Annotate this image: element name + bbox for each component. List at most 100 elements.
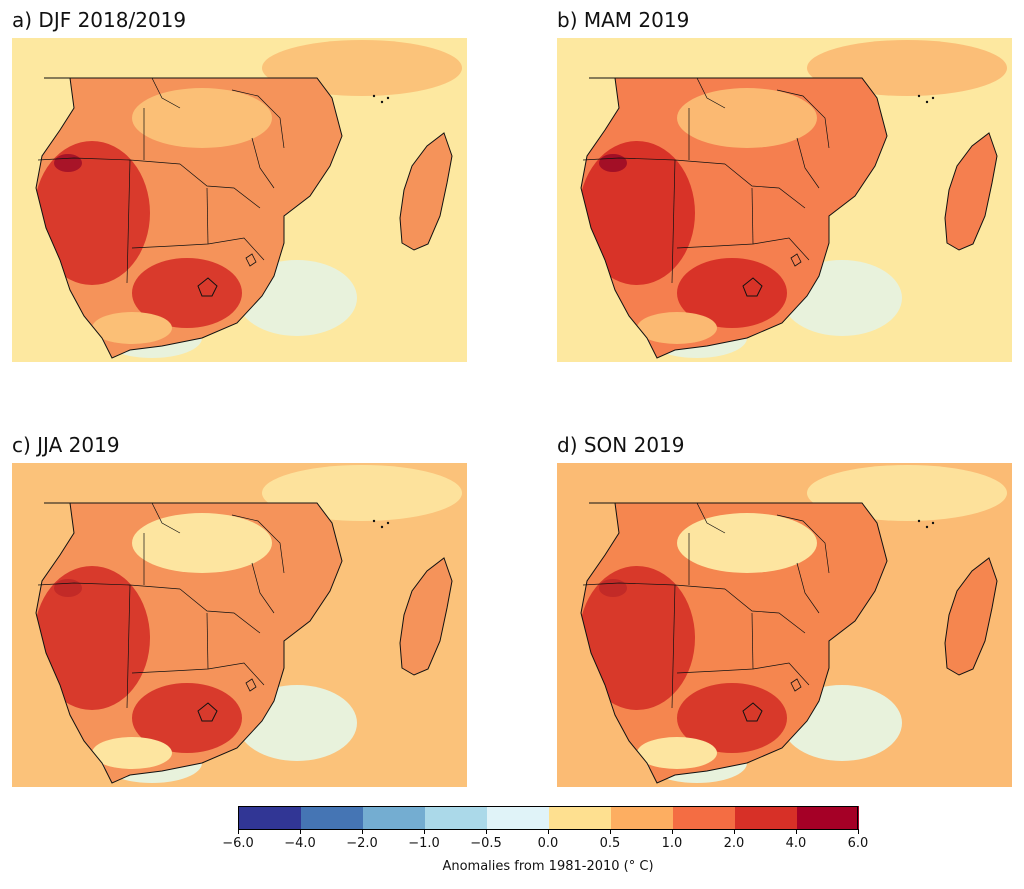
panel-title: a) DJF 2018/2019 bbox=[12, 8, 187, 32]
land-anomaly-patch bbox=[599, 579, 627, 597]
colorbar-segment bbox=[362, 806, 425, 830]
colorbar-tick-label: −0.5 bbox=[470, 836, 502, 851]
land-anomaly-patch bbox=[132, 513, 272, 573]
colorbar-tick bbox=[424, 829, 425, 834]
colorbar-segment bbox=[486, 806, 549, 830]
island bbox=[925, 100, 929, 104]
colorbar-tick bbox=[238, 829, 239, 834]
eswatini-border bbox=[790, 253, 802, 267]
colorbar-tick bbox=[300, 829, 301, 834]
map-jja bbox=[12, 463, 467, 787]
country-border bbox=[582, 157, 726, 165]
land-anomaly-patch bbox=[36, 566, 150, 710]
island bbox=[380, 100, 384, 104]
land-anomalies bbox=[36, 78, 342, 358]
colorbar-frame bbox=[238, 806, 858, 830]
island bbox=[931, 521, 935, 525]
country-border bbox=[751, 187, 754, 245]
colorbar-segment bbox=[238, 806, 301, 830]
colorbar-segment bbox=[424, 806, 487, 830]
eswatini-border bbox=[790, 678, 802, 692]
map-djf bbox=[12, 38, 467, 362]
country-border bbox=[251, 137, 275, 189]
country-border bbox=[796, 562, 820, 614]
coastline bbox=[35, 502, 343, 784]
colorbar-segment bbox=[672, 806, 735, 830]
madagascar bbox=[399, 557, 453, 676]
colorbar-tick-label: 4.0 bbox=[785, 836, 807, 851]
colorbar-segment bbox=[610, 806, 673, 830]
lesotho-border bbox=[742, 702, 763, 722]
map-canvas bbox=[557, 463, 1012, 787]
land-anomaly-patch bbox=[132, 88, 272, 148]
coastline bbox=[580, 502, 888, 784]
country-border bbox=[151, 77, 181, 109]
land-anomaly-patch bbox=[581, 566, 695, 710]
land-anomaly-patch bbox=[132, 258, 242, 328]
land-anomaly-patch bbox=[677, 683, 787, 753]
colorbar-tick-label: 1.0 bbox=[661, 836, 683, 851]
country-border bbox=[37, 157, 181, 165]
colorbar-tick-label: −2.0 bbox=[346, 836, 378, 851]
colorbar-tick bbox=[858, 829, 859, 834]
country-border bbox=[231, 514, 285, 574]
panel-jja: c) JJA 2019 bbox=[12, 433, 467, 793]
country-border bbox=[179, 588, 261, 634]
land-anomaly-patch bbox=[54, 154, 82, 172]
country-border bbox=[251, 562, 275, 614]
colorbar-tick bbox=[610, 829, 611, 834]
land-anomaly-patch bbox=[132, 683, 242, 753]
island bbox=[386, 521, 390, 525]
island bbox=[380, 525, 384, 529]
colorbar-tick bbox=[362, 829, 363, 834]
island bbox=[386, 96, 390, 100]
land-anomaly-patch bbox=[637, 737, 717, 769]
country-border bbox=[151, 502, 181, 534]
colorbar-segment bbox=[548, 806, 611, 830]
land-anomaly-patch bbox=[677, 513, 817, 573]
country-border bbox=[724, 163, 806, 209]
panel-title: d) SON 2019 bbox=[557, 433, 685, 457]
panel-son: d) SON 2019 bbox=[557, 433, 1012, 793]
colorbar-segment bbox=[300, 806, 363, 830]
colorbar-tick-label: 6.0 bbox=[847, 836, 869, 851]
colorbar-tick-label: 0.0 bbox=[537, 836, 559, 851]
panel-title: b) MAM 2019 bbox=[557, 8, 690, 32]
coastline bbox=[580, 77, 888, 359]
country-border bbox=[126, 584, 131, 709]
colorbar bbox=[238, 806, 859, 830]
country-border bbox=[696, 77, 726, 109]
country-border bbox=[231, 89, 285, 149]
colorbar-tick-label: 0.5 bbox=[599, 836, 621, 851]
land-anomaly-patch bbox=[599, 154, 627, 172]
colorbar-tick-label: −1.0 bbox=[408, 836, 440, 851]
colorbar-tick bbox=[486, 829, 487, 834]
island bbox=[925, 525, 929, 529]
colorbar-tick-label: −4.0 bbox=[284, 836, 316, 851]
colorbar-tick bbox=[796, 829, 797, 834]
lesotho-border bbox=[197, 702, 218, 722]
island bbox=[372, 519, 376, 523]
land-anomaly-patch bbox=[637, 312, 717, 344]
map-canvas bbox=[12, 38, 467, 362]
panel-title: c) JJA 2019 bbox=[12, 433, 120, 457]
land-anomaly-patch bbox=[54, 579, 82, 597]
country-border bbox=[751, 612, 754, 670]
map-son bbox=[557, 463, 1012, 787]
map-canvas bbox=[12, 463, 467, 787]
lesotho-border bbox=[742, 277, 763, 297]
land-anomaly-patch bbox=[677, 258, 787, 328]
map-mam bbox=[557, 38, 1012, 362]
country-border bbox=[776, 89, 830, 149]
land-anomaly-patch bbox=[92, 737, 172, 769]
land-anomaly-patch bbox=[36, 141, 150, 285]
country-border bbox=[179, 163, 261, 209]
land-anomaly-patch bbox=[92, 312, 172, 344]
country-border bbox=[671, 159, 676, 284]
map-canvas bbox=[557, 38, 1012, 362]
island bbox=[372, 94, 376, 98]
island bbox=[917, 519, 921, 523]
country-border bbox=[37, 582, 181, 590]
land-anomaly-patch bbox=[677, 88, 817, 148]
colorbar-segment bbox=[734, 806, 797, 830]
